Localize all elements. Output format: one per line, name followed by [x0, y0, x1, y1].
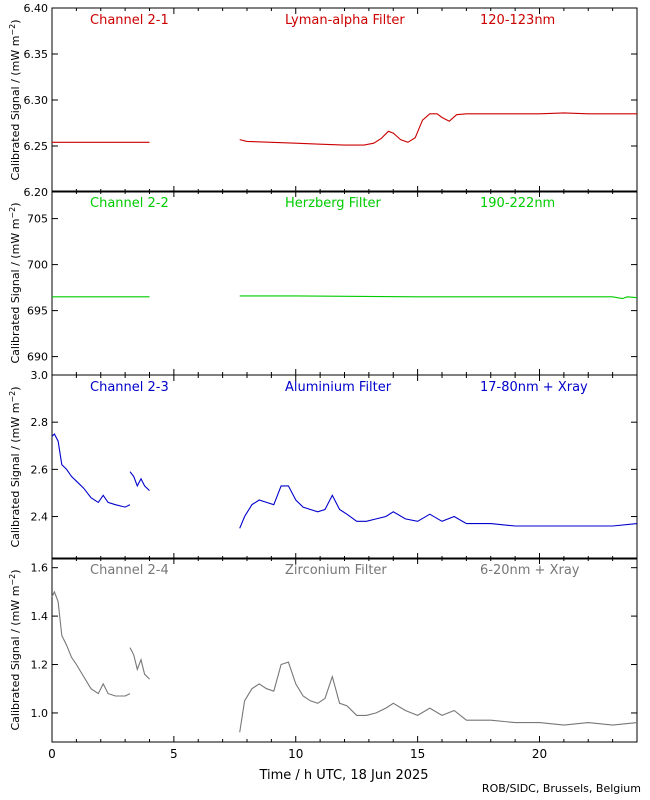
band-label: 6-20nm + Xray: [480, 563, 580, 578]
x-tick-label: 0: [48, 747, 56, 761]
panel-4: 1.0 1.2 1.4 1.6 Calibrated Signal / (mW m−2)…: [8, 557, 638, 743]
series-segment-2: [239, 112, 637, 146]
panel-3: 2.4 2.6 2.8 3.0 Calibrated Signal / (mW m−2)…: [8, 369, 638, 560]
x-tick-label: 15: [410, 747, 425, 761]
y-tick-label: 690: [27, 351, 48, 364]
y-tick-label: 695: [27, 305, 48, 318]
x-axis-label: Time / h UTC, 18 Jun 2025: [258, 768, 428, 783]
y-tick-label: 1.0: [31, 707, 49, 720]
channel-label: Channel 2-2: [90, 196, 169, 211]
channel-label: Channel 2-1: [90, 13, 169, 28]
series-segment-1: [51, 590, 131, 697]
series-segment-3: [239, 661, 638, 733]
series-segment-3: [239, 485, 638, 529]
y-tick-label: 705: [27, 213, 48, 226]
band-label: 120-123nm: [480, 13, 555, 28]
series-segment-2: [129, 647, 150, 680]
y-tick-label: 2.6: [31, 463, 49, 476]
y-tick-label: 1.2: [31, 659, 49, 672]
x-tick-label: 5: [170, 747, 178, 761]
y-axis-label: Calibrated Signal / (mW m−2): [8, 569, 22, 730]
y-tick-label: 1.4: [31, 610, 49, 623]
y-tick-label: 1.6: [31, 562, 49, 575]
series-segment-2: [129, 471, 150, 491]
panel-2: 690 695 700 705 Calibrated Signal / (mW m−2)…: [8, 190, 638, 376]
y-tick-label: 6.40: [24, 2, 49, 15]
credit-text: ROB/SIDC, Brussels, Belgium: [482, 782, 641, 795]
x-tick-label: 20: [532, 747, 547, 761]
series-segment-2: [239, 295, 638, 300]
y-tick-label: 3.0: [31, 369, 49, 382]
y-tick-label: 6.20: [24, 186, 49, 199]
y-tick-label: 6.30: [24, 94, 49, 107]
y-axis-label: Calibrated Signal / (mW m−2): [8, 202, 22, 363]
band-label: 17-80nm + Xray: [480, 380, 588, 395]
y-tick-label: 700: [27, 259, 48, 272]
band-label: 190-222nm: [480, 196, 555, 211]
y-tick-label: 2.4: [31, 511, 49, 524]
channel-label: Channel 2-4: [90, 563, 169, 578]
plot-frame: [51, 374, 638, 560]
filter-label: Herzberg Filter: [285, 196, 382, 211]
y-tick-label: 6.25: [24, 140, 49, 153]
plot-frame: [51, 7, 638, 193]
plot-frame: [51, 557, 638, 743]
y-tick-label: 2.8: [31, 416, 49, 429]
y-tick-label: 6.35: [24, 48, 49, 61]
filter-label: Lyman-alpha Filter: [285, 13, 405, 28]
filter-label: Aluminium Filter: [285, 380, 392, 395]
filter-label: Zirconium Filter: [285, 563, 387, 578]
channel-label: Channel 2-3: [90, 380, 169, 395]
x-tick-label: 10: [288, 747, 303, 761]
series-segment-1: [51, 433, 131, 508]
y-axis-label: Calibrated Signal / (mW m−2): [8, 19, 22, 180]
y-axis-label: Calibrated Signal / (mW m−2): [8, 386, 22, 547]
plot-frame: [51, 190, 638, 376]
